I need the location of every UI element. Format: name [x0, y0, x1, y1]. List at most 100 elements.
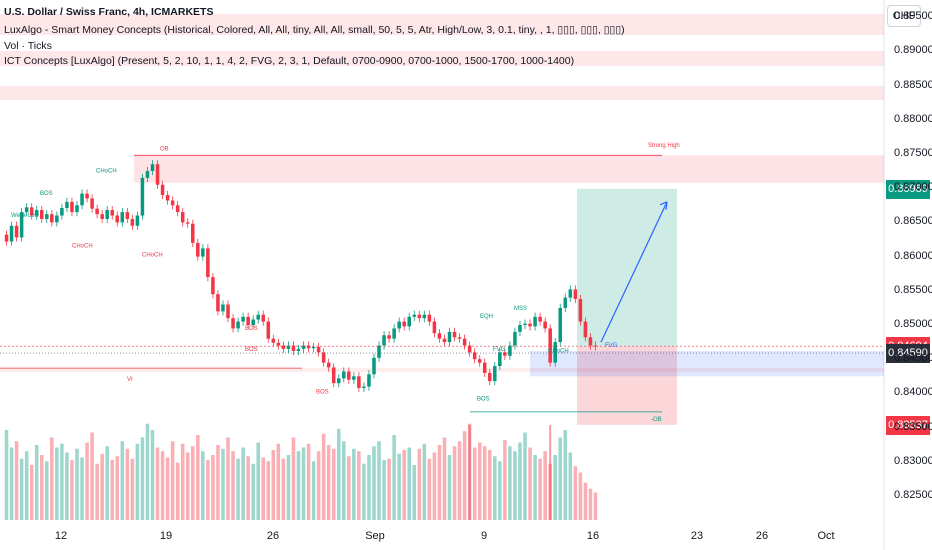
- candle-body: [241, 316, 245, 322]
- candle-body: [24, 207, 29, 213]
- volume-bar: [593, 492, 598, 520]
- candle-body: [60, 208, 64, 216]
- candle-body: [55, 215, 59, 223]
- candle-body: [95, 208, 99, 215]
- volume-bar: [226, 437, 230, 520]
- candle-body: [422, 314, 427, 319]
- volume-bar: [155, 447, 160, 520]
- volume-bar: [477, 442, 482, 520]
- candle-body: [29, 207, 34, 216]
- x-tick-label: Sep: [365, 530, 385, 542]
- volume-bar: [387, 458, 391, 520]
- volume-bar: [286, 455, 291, 520]
- candle-body: [407, 316, 411, 327]
- candle-body: [145, 171, 150, 178]
- volume-bar: [306, 443, 311, 520]
- volume-bar: [180, 443, 185, 520]
- candle-body: [397, 321, 401, 329]
- candle-body: [472, 352, 477, 360]
- candle-body: [508, 345, 512, 356]
- volume-bar: [39, 455, 44, 520]
- candle-body: [457, 337, 462, 339]
- currency-button[interactable]: CHF: [887, 5, 921, 27]
- smc-indicator-legend[interactable]: LuxAlgo - Smart Money Concepts (Historic…: [4, 24, 625, 36]
- volume-bar: [498, 461, 502, 520]
- candle-body: [427, 314, 432, 322]
- volume-bar: [336, 428, 341, 520]
- candle-body: [548, 328, 552, 363]
- candle-body: [342, 371, 346, 379]
- candle-body: [573, 289, 578, 299]
- volume-bars: [4, 423, 598, 520]
- candle-body: [578, 299, 583, 322]
- volume-bar: [447, 455, 452, 520]
- candle-body: [90, 198, 94, 209]
- volume-indicator-legend[interactable]: Vol · Ticks: [4, 40, 52, 52]
- price-label: 0.83537: [886, 416, 930, 436]
- candle-body: [518, 325, 522, 332]
- candle-body: [170, 200, 175, 206]
- candle-body: [261, 314, 266, 322]
- volume-bar: [125, 448, 130, 520]
- volume-bar: [175, 462, 180, 520]
- volume-bar: [367, 455, 371, 520]
- smc-label: FVG: [493, 347, 506, 353]
- volume-bar: [55, 447, 59, 520]
- smc-label: EQH: [480, 314, 493, 320]
- ict-indicator-legend[interactable]: ICT Concepts [LuxAlgo] (Present, 5, 2, 1…: [4, 55, 575, 67]
- x-tick-label: 26: [266, 530, 280, 542]
- smc-label: BOS: [245, 347, 258, 353]
- volume-bar: [170, 441, 175, 520]
- volume-bar: [185, 452, 190, 520]
- candle-body: [543, 321, 547, 329]
- volume-bar: [316, 451, 321, 520]
- volume-bar: [482, 446, 487, 520]
- candle-body: [19, 212, 24, 238]
- smc-label: BOS: [477, 396, 490, 402]
- volume-bar: [528, 447, 532, 520]
- candle-body: [50, 214, 54, 223]
- candle-body: [135, 215, 140, 226]
- candle-body: [311, 346, 316, 349]
- volume-bar: [236, 458, 240, 520]
- volume-bar: [372, 446, 376, 520]
- y-tick-label: 0.85500: [894, 283, 932, 296]
- volume-bar: [347, 456, 351, 520]
- volume-bar: [513, 451, 517, 520]
- volume-bar: [201, 451, 205, 520]
- smc-label: Strong High: [648, 143, 680, 149]
- smc-label: CHoCH: [72, 244, 93, 250]
- candle-body: [382, 335, 386, 346]
- candle-body: [321, 352, 326, 363]
- candle-body: [281, 345, 286, 349]
- smc-label: CHoCH: [96, 168, 117, 174]
- volume-bar: [216, 445, 220, 520]
- candle-body: [286, 345, 291, 349]
- candle-body: [85, 193, 89, 199]
- smc-label: OB: [160, 147, 169, 153]
- volume-bar: [120, 441, 125, 520]
- candle-body: [357, 376, 361, 388]
- x-tick-label: 16: [586, 530, 600, 542]
- candle-body: [367, 374, 371, 387]
- volume-bar: [241, 447, 245, 520]
- candle-body: [155, 164, 160, 185]
- volume-bar: [90, 432, 94, 520]
- volume-bar: [261, 457, 266, 520]
- volume-bar: [563, 430, 568, 520]
- volume-bar: [85, 442, 89, 520]
- x-tick-label: 12: [54, 530, 68, 542]
- candle-body: [120, 212, 125, 223]
- volume-bar: [352, 448, 356, 520]
- x-tick-label: 19: [159, 530, 173, 542]
- candle-body: [462, 338, 467, 346]
- candle-body: [362, 386, 366, 388]
- volume-bar: [266, 461, 271, 520]
- y-tick-label: 0.86000: [894, 249, 932, 262]
- candle-body: [180, 212, 185, 223]
- candle-body: [110, 210, 114, 216]
- volume-bar: [321, 433, 326, 520]
- volume-bar: [462, 431, 467, 520]
- price-label: 0.84590: [886, 344, 930, 364]
